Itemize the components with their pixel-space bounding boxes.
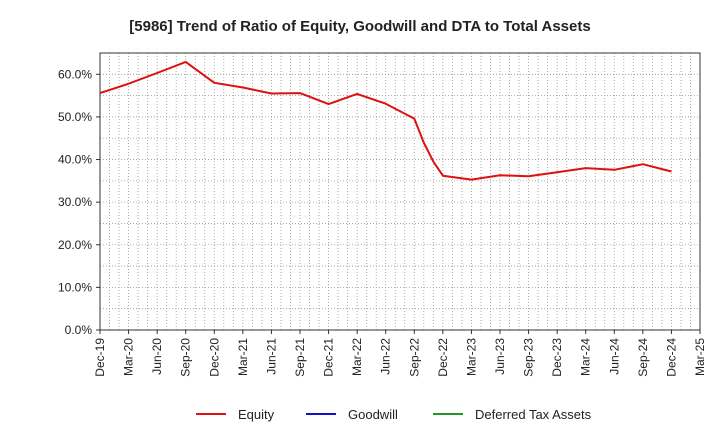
x-tick-label: Sep-21 <box>293 338 307 377</box>
x-tick-label: Sep-23 <box>522 338 536 377</box>
y-tick-label: 40.0% <box>58 153 92 167</box>
x-tick-label: Dec-24 <box>664 338 678 377</box>
legend-label: Deferred Tax Assets <box>475 407 592 422</box>
grid <box>100 53 700 330</box>
x-tick-label: Sep-24 <box>636 338 650 377</box>
x-tick-label: Dec-21 <box>322 338 336 377</box>
y-tick-label: 30.0% <box>58 195 92 209</box>
x-tick-label: Jun-24 <box>607 338 621 375</box>
x-tick-label: Mar-24 <box>579 338 593 376</box>
y-tick-label: 60.0% <box>58 67 92 81</box>
y-tick-label: 50.0% <box>58 110 92 124</box>
plot-frame <box>99 52 701 331</box>
x-tick-label: Mar-23 <box>464 338 478 376</box>
x-tick-label: Mar-20 <box>122 338 136 376</box>
y-tick-label: 20.0% <box>58 238 92 252</box>
y-axis: 0.0% 10.0% 20.0% 30.0% 40.0% 50.0% 60.0% <box>58 67 100 337</box>
chart-title: [5986] Trend of Ratio of Equity, Goodwil… <box>129 18 590 35</box>
x-tick-label: Jun-23 <box>493 338 507 375</box>
y-tick-label: 0.0% <box>65 323 93 337</box>
series-group <box>99 60 672 181</box>
x-tick-label: Mar-25 <box>693 338 707 376</box>
x-tick-label: Sep-22 <box>407 338 421 377</box>
x-tick-label: Dec-22 <box>436 338 450 377</box>
legend-label: Goodwill <box>348 407 398 422</box>
x-tick-label: Dec-20 <box>207 338 221 377</box>
x-tick-label: Jun-21 <box>264 338 278 375</box>
legend: Equity Goodwill Deferred Tax Assets <box>196 407 592 422</box>
x-tick-label: Jun-22 <box>379 338 393 375</box>
x-tick-label: Dec-19 <box>93 338 107 377</box>
y-tick-label: 10.0% <box>58 280 92 294</box>
series-line-equity <box>99 60 672 181</box>
x-tick-label: Dec-23 <box>550 338 564 377</box>
x-tick-label: Sep-20 <box>179 338 193 377</box>
x-tick-label: Mar-21 <box>236 338 250 376</box>
x-tick-label: Jun-20 <box>150 338 164 375</box>
legend-label: Equity <box>238 407 275 422</box>
x-axis: Dec-19 Mar-20 Jun-20 Sep-20 Dec-20 Mar-21 Jun-… <box>93 330 707 377</box>
x-tick-label: Mar-22 <box>350 338 364 376</box>
